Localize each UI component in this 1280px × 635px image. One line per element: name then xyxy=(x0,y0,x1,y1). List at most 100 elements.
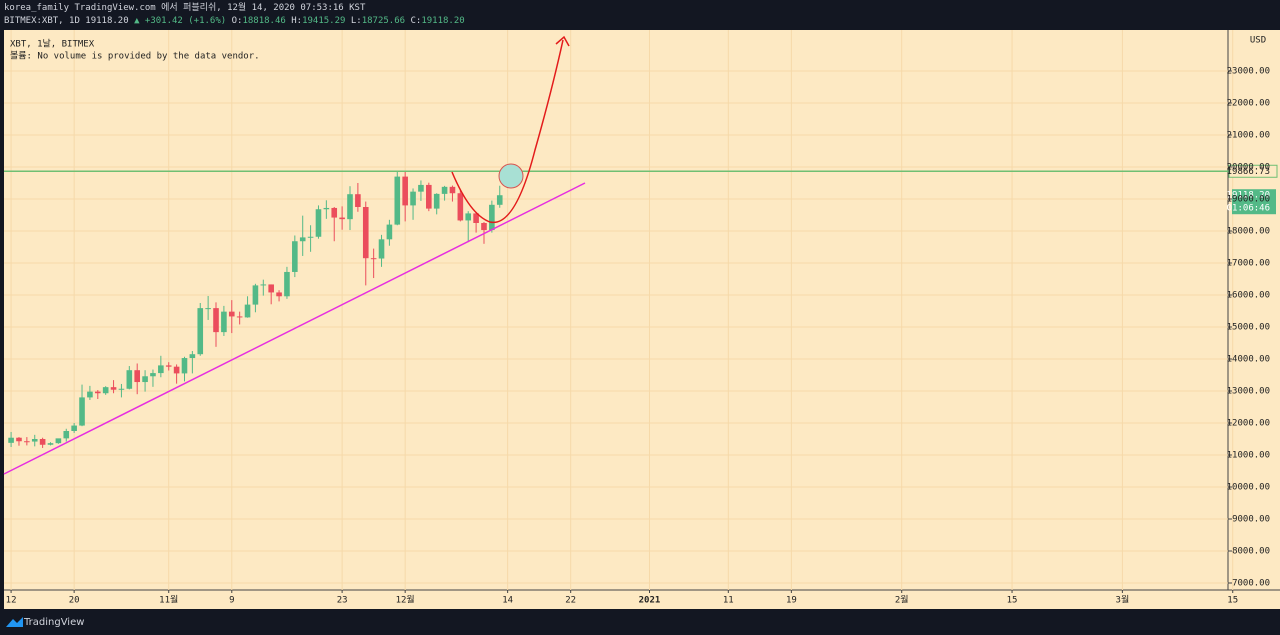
header: korea_family TradingView.com 에서 퍼블리쉬, 12… xyxy=(0,0,1280,30)
countdown: 01:06:46 xyxy=(1227,204,1270,214)
y-tick-label: 16000.00 xyxy=(1227,291,1270,301)
candle-body xyxy=(496,195,503,205)
candle-body xyxy=(173,366,180,374)
candle-body xyxy=(126,370,133,389)
price-line-label: 19866.73 xyxy=(1227,167,1270,177)
o-label: O: xyxy=(231,16,243,26)
candle-body xyxy=(433,193,440,209)
candle-body xyxy=(449,186,456,194)
y-tick-label: 18000.00 xyxy=(1227,227,1270,237)
grid xyxy=(4,30,1234,590)
candle-body xyxy=(55,438,62,444)
candle-body xyxy=(181,358,188,374)
candle-body xyxy=(331,207,338,218)
x-tick-label: 11월 xyxy=(159,594,178,606)
projection-curve xyxy=(451,39,564,224)
candle-body xyxy=(473,213,479,223)
price-axis xyxy=(1228,30,1280,590)
symbol: BITMEX:XBT, 1D xyxy=(4,16,80,26)
candle-body xyxy=(8,437,14,443)
x-tick-label: 23 xyxy=(337,596,348,606)
c-label: C: xyxy=(410,16,422,26)
x-tick-label: 20 xyxy=(69,596,80,606)
candle-body xyxy=(31,439,38,442)
candle-body xyxy=(426,184,432,209)
candle-body xyxy=(39,439,46,445)
legend-line2: 볼륨: No volume is provided by the data ve… xyxy=(10,51,260,62)
candle-body xyxy=(142,376,148,383)
candles xyxy=(4,170,1228,448)
candle-body xyxy=(315,209,322,237)
candle-body xyxy=(118,388,125,390)
y-tick-label: 12000.00 xyxy=(1227,419,1270,429)
x-tick-label: 12 xyxy=(6,596,17,606)
candle-body xyxy=(16,437,22,442)
h-label: H: xyxy=(291,16,303,26)
candle-body xyxy=(110,387,117,390)
currency: USD xyxy=(1250,36,1266,46)
candle-body xyxy=(252,285,259,305)
candle-body xyxy=(236,316,243,318)
candle-body xyxy=(205,308,211,310)
candle-body xyxy=(79,397,85,426)
y-tick-label: 21000.00 xyxy=(1227,131,1270,141)
candle-body xyxy=(441,186,448,194)
change: ▲ +301.42 (+1.6%) xyxy=(134,16,227,26)
candle-body xyxy=(362,207,369,259)
publisher: korea_family TradingView.com 에서 퍼블리쉬, 12… xyxy=(4,3,366,13)
candle-body xyxy=(276,292,282,297)
x-tick-label: 12월 xyxy=(396,594,415,606)
candle-body xyxy=(213,308,219,333)
candle-body xyxy=(465,213,472,221)
candle-body xyxy=(102,387,109,394)
price-labels: 19866.73 19118.20 01:06:46 xyxy=(1227,164,1278,215)
y-tick-label: 8000.00 xyxy=(1232,547,1270,557)
candle-body xyxy=(94,391,101,394)
y-tick-label: 20000.00 xyxy=(1227,163,1270,173)
x-tick-label: 2021 xyxy=(639,596,661,606)
candle-body xyxy=(323,207,330,210)
candle-body xyxy=(481,223,487,231)
y-tick-label: 10000.00 xyxy=(1227,483,1270,493)
candle-body xyxy=(339,217,345,220)
y-tick-label: 14000.00 xyxy=(1227,355,1270,365)
h: 19415.29 xyxy=(302,16,346,26)
logo xyxy=(6,617,23,627)
x-tick-label: 11 xyxy=(723,596,734,606)
arrow-head xyxy=(555,35,570,47)
candle-body xyxy=(386,224,393,240)
candle-body xyxy=(489,204,495,231)
o: 18818.46 xyxy=(242,16,286,26)
candle-body xyxy=(47,443,54,445)
candle-body xyxy=(292,241,298,272)
x-tick-label: 3월 xyxy=(1116,594,1130,606)
y-tick-label: 19000.00 xyxy=(1227,195,1270,205)
candle-body xyxy=(378,239,385,259)
candle-body xyxy=(134,370,140,383)
candle-body xyxy=(244,304,251,318)
y-tick-label: 7000.00 xyxy=(1232,579,1270,589)
x-tick-label: 9 xyxy=(229,596,234,606)
candle-body xyxy=(307,236,314,238)
y-tick-label: 13000.00 xyxy=(1227,387,1270,397)
candle-body xyxy=(268,284,274,293)
footer: TradingView xyxy=(0,609,1280,635)
y-tick-label: 22000.00 xyxy=(1227,99,1270,109)
chart: XBT, 1날, BITMEX 볼륨: No volume is provide… xyxy=(3,30,1280,609)
candle-body xyxy=(418,184,424,192)
candle-body xyxy=(402,176,408,206)
candle-body xyxy=(158,365,164,374)
candle-body xyxy=(197,308,204,355)
x-tick-label: 14 xyxy=(502,596,513,606)
candle-body xyxy=(63,431,70,439)
last: 19118.20 xyxy=(85,16,129,26)
candle-body xyxy=(284,271,290,297)
candle-body xyxy=(24,441,30,443)
y-tick-label: 23000.00 xyxy=(1227,67,1270,77)
candle-body xyxy=(347,194,353,220)
candle-body xyxy=(71,425,77,431)
last-price-bg xyxy=(1232,189,1276,215)
candle-body xyxy=(394,176,401,225)
y-tick-label: 11000.00 xyxy=(1227,451,1270,461)
